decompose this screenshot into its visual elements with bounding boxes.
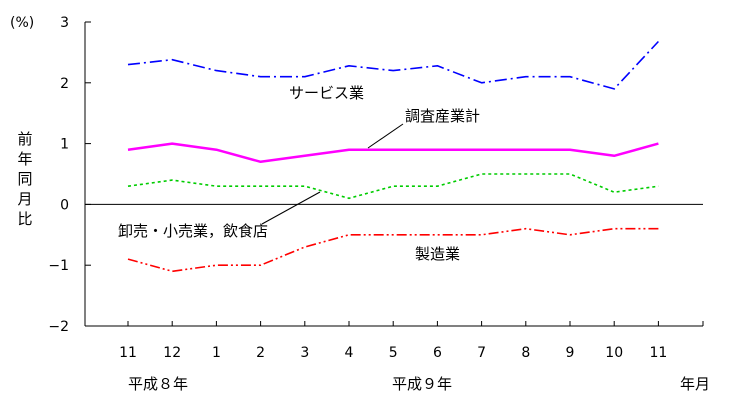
y-tick-label: 0 <box>60 197 69 213</box>
series-label-2: 調査産業計 <box>405 107 480 125</box>
y-tick-label: −1 <box>48 258 69 274</box>
y-axis-title-char: 同 <box>17 170 32 188</box>
x-tick-label: 7 <box>477 345 486 361</box>
x-tick-label: 6 <box>433 345 442 361</box>
x-tick-label: 12 <box>163 345 181 361</box>
y-unit-label: (%) <box>10 15 34 31</box>
y-tick-label: 1 <box>60 137 69 153</box>
x-tick-label: 5 <box>389 345 398 361</box>
series-label-4: 製造業 <box>415 245 460 263</box>
series-line-2 <box>127 142 659 164</box>
x-tick-label: 4 <box>345 345 354 361</box>
series-label-3: 卸売・小売業，飲食店 <box>118 222 268 240</box>
y-tick-label: 3 <box>60 15 69 31</box>
leader-line-total <box>367 123 404 149</box>
y-axis-title-char: 月 <box>17 190 32 208</box>
y-axis-title-char: 前 <box>17 130 32 148</box>
leader-line-retail <box>261 191 321 225</box>
y-tick-label: −2 <box>48 319 69 335</box>
y-axis-title-char: 年 <box>17 150 32 168</box>
x-tick-label: 10 <box>605 345 623 361</box>
x-tick-label: 9 <box>566 345 575 361</box>
y-axis: 3 2 1 0 −1 −2 <box>48 15 91 335</box>
x-tick-label: 3 <box>300 345 309 361</box>
series-line-4 <box>127 227 659 273</box>
series-label-1: サービス業 <box>289 84 364 102</box>
x-tick-label: 2 <box>256 345 265 361</box>
y-axis-title-char: 比 <box>17 210 32 228</box>
x-tick-label: 11 <box>119 345 137 361</box>
year-label: 平成９年 <box>392 375 452 393</box>
series-lines <box>127 40 659 273</box>
series-line-3 <box>127 173 659 200</box>
year-label: 平成８年 <box>128 375 188 393</box>
x-tick-label: 8 <box>521 345 530 361</box>
y-tick-label: 2 <box>60 76 69 92</box>
x-tick-label: 1 <box>212 345 221 361</box>
x-tick-label: 11 <box>649 345 667 361</box>
x-axis-title: 年月 <box>680 375 710 393</box>
series-line-1 <box>127 40 659 90</box>
